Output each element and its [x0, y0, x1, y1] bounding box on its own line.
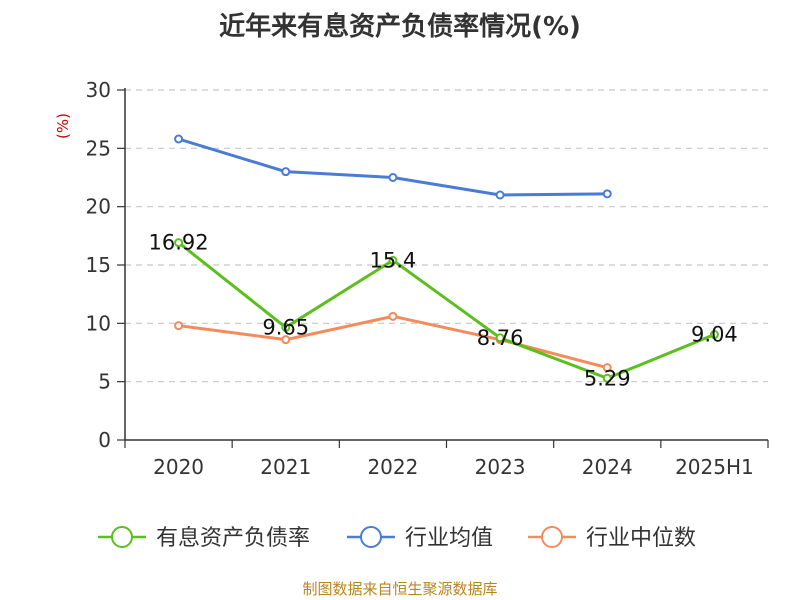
y-tick-label: 15 — [86, 253, 111, 277]
data-point — [495, 333, 505, 343]
legend-label: 行业均值 — [405, 526, 493, 551]
data-label: 16.92 — [149, 231, 209, 255]
data-label: 9.65 — [262, 315, 309, 339]
legend-marker — [111, 526, 133, 548]
legend-marker — [541, 526, 563, 548]
data-point — [174, 321, 184, 331]
legend-label: 有息资产负债率 — [156, 526, 310, 551]
axes: 0 5 10 15 20 25 30 2020 2021 2022 2023 2024 2025H1 — [86, 78, 769, 479]
legend: 有息资产负债率 行业均值 行业中位数 — [98, 526, 696, 551]
y-axis-label: (%) — [54, 113, 72, 139]
data-point — [602, 373, 612, 383]
x-tick-label: 2024 — [582, 455, 633, 479]
data-point — [281, 167, 291, 177]
series-line-1 — [178, 137, 608, 197]
data-point — [388, 173, 398, 182]
data-point — [602, 363, 612, 373]
x-tick-label: 2025H1 — [675, 455, 754, 479]
data-point — [281, 322, 291, 332]
x-tick-label: 2023 — [475, 455, 526, 479]
data-point — [281, 335, 291, 345]
data-point — [495, 190, 505, 200]
data-labels: 16.92 9.65 15.4 8.76 5.29 9.04 — [149, 231, 738, 391]
y-tick-label: 10 — [86, 311, 111, 335]
y-tick-label: 0 — [98, 428, 111, 452]
x-tick-label: 2020 — [153, 455, 204, 479]
data-point — [602, 189, 612, 199]
legend-label: 行业中位数 — [586, 526, 696, 551]
y-tick-label: 25 — [86, 136, 111, 160]
data-label: 8.76 — [477, 326, 524, 350]
data-label: 15.4 — [370, 248, 417, 272]
y-tick-label: 5 — [98, 370, 111, 394]
y-tick-label: 20 — [86, 195, 111, 219]
data-point — [388, 255, 398, 265]
legend-marker — [360, 526, 382, 548]
data-point — [174, 134, 184, 144]
x-tick-label: 2021 — [260, 455, 311, 479]
data-point — [174, 238, 184, 248]
series-line-0 — [177, 241, 715, 380]
y-tick-label: 30 — [86, 78, 111, 102]
x-tick-label: 2022 — [367, 455, 418, 479]
data-point — [388, 311, 398, 321]
chart-title: 近年来有息资产负债率情况(%) — [219, 12, 581, 42]
data-point — [709, 330, 719, 340]
grid-lines — [125, 89, 768, 383]
data-label: 9.04 — [691, 323, 738, 347]
source-note: 制图数据来自恒生聚源数据库 — [302, 580, 498, 598]
data-label: 5.29 — [584, 366, 631, 390]
series-line-2 — [178, 314, 608, 370]
series-group — [174, 134, 719, 383]
